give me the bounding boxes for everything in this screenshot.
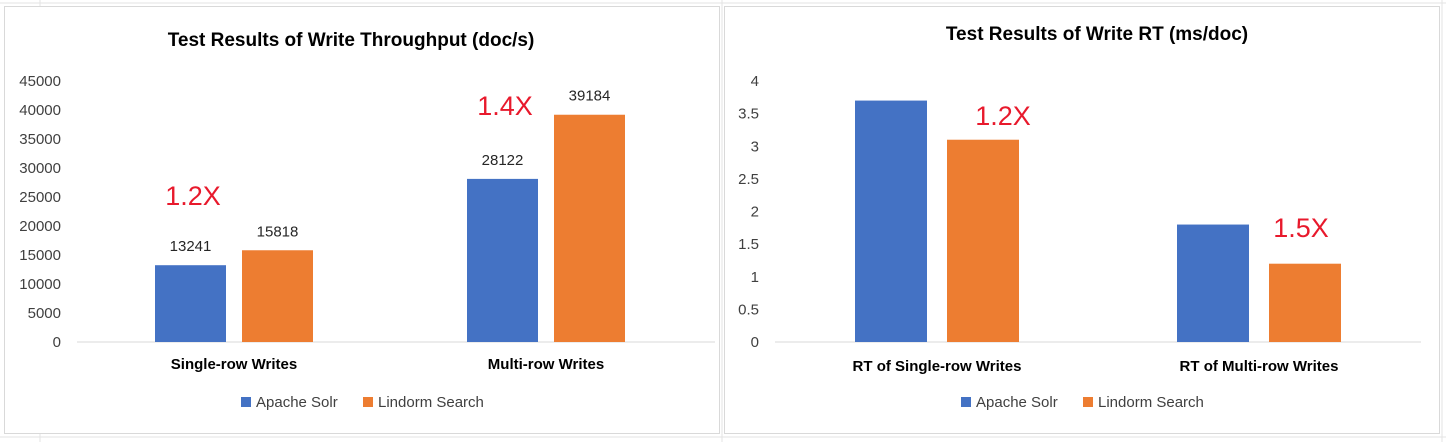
bar-apache-solr[interactable] bbox=[155, 265, 226, 342]
data-label: 39184 bbox=[569, 88, 611, 105]
legend-label: Lindorm Search bbox=[1098, 394, 1204, 411]
rt-chart-panel[interactable]: Test Results of Write RT (ms/doc) 0 0.5 1 1… bbox=[724, 6, 1440, 434]
bar-apache-solr[interactable] bbox=[1177, 224, 1249, 342]
y-tick-label: 40000 bbox=[19, 102, 61, 119]
data-label: 28122 bbox=[482, 152, 524, 169]
throughput-chart-panel[interactable]: Test Results of Write Throughput (doc/s)… bbox=[4, 6, 720, 434]
throughput-chart: Test Results of Write Throughput (doc/s)… bbox=[19, 30, 715, 411]
ratio-annotation: 1.2X bbox=[165, 181, 221, 211]
y-tick-label: 10000 bbox=[19, 276, 61, 293]
y-tick-label: 25000 bbox=[19, 189, 61, 206]
y-tick-label: 3 bbox=[751, 138, 759, 155]
bar-lindorm-search[interactable] bbox=[242, 250, 313, 342]
data-label: 13241 bbox=[170, 238, 212, 255]
legend-label: Lindorm Search bbox=[378, 394, 484, 411]
y-tick-label: 0.5 bbox=[738, 301, 759, 318]
x-category-label: Single-row Writes bbox=[171, 356, 297, 373]
ratio-annotation: 1.5X bbox=[1273, 213, 1329, 243]
chart-title: Test Results of Write Throughput (doc/s) bbox=[168, 30, 535, 51]
x-category-label: Multi-row Writes bbox=[488, 356, 604, 373]
legend-swatch bbox=[363, 397, 373, 407]
bar-apache-solr[interactable] bbox=[467, 178, 538, 342]
y-tick-label: 35000 bbox=[19, 131, 61, 148]
legend-label: Apache Solr bbox=[976, 394, 1058, 411]
y-tick-label: 45000 bbox=[19, 73, 61, 90]
data-label: 15818 bbox=[257, 223, 299, 240]
bar-lindorm-search[interactable] bbox=[554, 114, 625, 342]
y-tick-label: 1.5 bbox=[738, 236, 759, 253]
y-tick-label: 20000 bbox=[19, 218, 61, 235]
y-tick-label: 2 bbox=[751, 204, 759, 221]
bar-lindorm-search[interactable] bbox=[947, 139, 1019, 342]
chart-title: Test Results of Write RT (ms/doc) bbox=[946, 24, 1248, 45]
ratio-annotation: 1.2X bbox=[975, 101, 1031, 131]
rt-chart: Test Results of Write RT (ms/doc) 0 0.5 1 1… bbox=[738, 24, 1421, 411]
legend-swatch bbox=[1083, 397, 1093, 407]
legend-swatch bbox=[241, 397, 251, 407]
y-tick-label: 0 bbox=[751, 334, 759, 351]
y-tick-label: 1 bbox=[751, 269, 759, 286]
y-tick-label: 2.5 bbox=[738, 171, 759, 188]
legend-swatch bbox=[961, 397, 971, 407]
y-tick-label: 3.5 bbox=[738, 106, 759, 123]
y-tick-label: 5000 bbox=[28, 305, 61, 322]
y-tick-label: 4 bbox=[751, 73, 759, 90]
ratio-annotation: 1.4X bbox=[477, 91, 533, 121]
x-category-label: RT of Single-row Writes bbox=[853, 358, 1022, 375]
x-category-label: RT of Multi-row Writes bbox=[1180, 358, 1339, 375]
y-tick-label: 30000 bbox=[19, 160, 61, 177]
legend-label: Apache Solr bbox=[256, 394, 338, 411]
y-tick-label: 0 bbox=[53, 334, 61, 351]
bar-apache-solr[interactable] bbox=[855, 100, 927, 342]
y-tick-label: 15000 bbox=[19, 247, 61, 264]
bar-lindorm-search[interactable] bbox=[1269, 263, 1341, 342]
